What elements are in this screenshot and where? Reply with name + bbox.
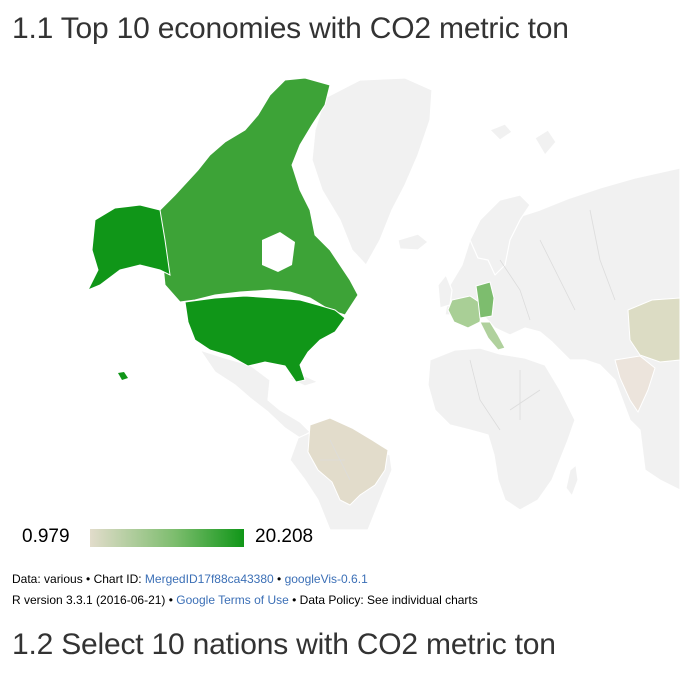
hudson-bay bbox=[262, 232, 295, 272]
footer-data-text: Data: various • Chart ID: bbox=[12, 572, 145, 586]
footer-line-1: Data: various • Chart ID: MergedID17f88c… bbox=[12, 572, 368, 586]
iceland[interactable] bbox=[397, 233, 429, 251]
united-states[interactable] bbox=[184, 295, 346, 383]
world-map[interactable] bbox=[0, 60, 680, 530]
italy[interactable] bbox=[479, 321, 506, 351]
greenland[interactable] bbox=[311, 77, 433, 266]
svalbard[interactable] bbox=[489, 123, 513, 141]
terms-link[interactable]: Google Terms of Use bbox=[176, 593, 289, 607]
chart-title-2: 1.2 Select 10 nations with CO2 metric to… bbox=[12, 628, 556, 661]
legend-max-value: 20.208 bbox=[255, 526, 314, 547]
canada[interactable] bbox=[159, 77, 359, 316]
footer-data-policy: • Data Policy: See individual charts bbox=[288, 593, 478, 607]
india[interactable] bbox=[614, 355, 656, 414]
africa[interactable] bbox=[427, 347, 576, 511]
germany[interactable] bbox=[475, 281, 495, 319]
legend-min-value: 0.979 bbox=[22, 526, 70, 547]
france[interactable] bbox=[447, 295, 483, 329]
chart-id-link[interactable]: MergedID17f88ca43380 bbox=[144, 572, 274, 586]
legend-gradient-bar bbox=[90, 529, 244, 547]
united-kingdom[interactable] bbox=[437, 274, 453, 309]
googlevis-link[interactable]: googleVis-0.6.1 bbox=[284, 572, 368, 586]
footer-r-version: R version 3.3.1 (2016-06-21) • bbox=[12, 593, 177, 607]
chart-title-1: 1.1 Top 10 economies with CO2 metric ton bbox=[12, 12, 569, 45]
madagascar[interactable] bbox=[565, 464, 579, 497]
footer-line-2: R version 3.3.1 (2016-06-21) • Google Te… bbox=[12, 593, 478, 607]
china[interactable] bbox=[627, 297, 680, 363]
scandinavia[interactable] bbox=[469, 194, 531, 276]
brazil[interactable] bbox=[307, 417, 389, 506]
hawaii[interactable] bbox=[118, 372, 128, 380]
novaya-zemlya[interactable] bbox=[534, 129, 557, 156]
alaska[interactable] bbox=[86, 204, 171, 291]
footer-separator: • bbox=[273, 572, 285, 586]
